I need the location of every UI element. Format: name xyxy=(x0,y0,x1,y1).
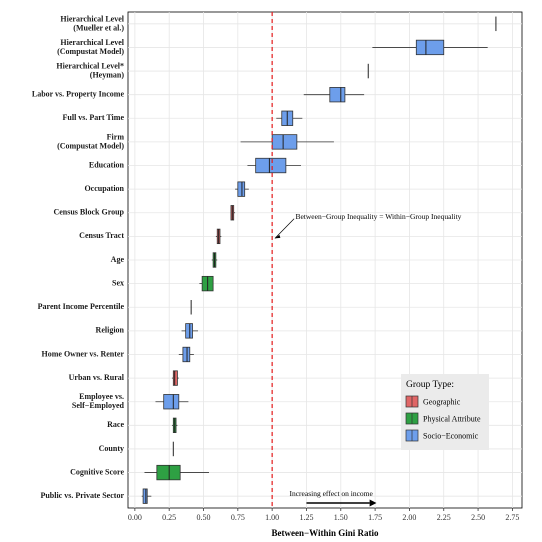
x-tick-label: 1.50 xyxy=(334,513,348,522)
category-label: Parent Income Percentile xyxy=(38,302,125,311)
box-public-vs-private-sector xyxy=(141,488,152,504)
box xyxy=(182,346,191,363)
category-label: Occupation xyxy=(84,184,124,193)
category-label-line: Self−Employed xyxy=(72,401,125,410)
x-tick-label: 1.75 xyxy=(368,513,382,522)
box-employee-vs-self-employed xyxy=(155,394,189,410)
box-urban-vs-rural xyxy=(171,370,179,386)
category-label: Home Owner vs. Renter xyxy=(42,349,125,358)
category-label: Urban vs. Rural xyxy=(69,373,125,382)
legend-title: Group Type: xyxy=(406,380,454,390)
category-label: Firm (Compustat Model) xyxy=(57,132,124,150)
legend-label: Physical Attribute xyxy=(423,415,481,424)
category-label: Public vs. Private Sector xyxy=(40,491,124,500)
box-labor-vs-property-income xyxy=(303,87,365,103)
x-axis-title: Between−Within Gini Ratio xyxy=(272,528,379,538)
x-tick-label: 0.75 xyxy=(231,513,245,522)
category-label-line: Hierarchical Level xyxy=(60,38,124,47)
box xyxy=(163,394,180,410)
grid xyxy=(128,12,522,508)
box xyxy=(255,157,287,174)
category-label-line: (Compustat Model) xyxy=(57,47,124,56)
category-label: Labor vs. Property Income xyxy=(32,89,125,98)
category-label: Sex xyxy=(112,278,124,287)
category-label: Census Tract xyxy=(79,231,124,240)
category-label: Cognitive Score xyxy=(70,467,124,476)
category-label: Employee vs. Self−Employed xyxy=(72,392,125,410)
x-tick-label: 0.00 xyxy=(128,513,142,522)
category-label: Race xyxy=(107,420,124,429)
x-tick-label: 2.75 xyxy=(505,513,519,522)
category-label: County xyxy=(99,444,124,453)
annotation-text-increasing: Increasing effect on income xyxy=(289,489,373,498)
x-tick-label: 0.25 xyxy=(162,513,176,522)
x-tick-label: 0.50 xyxy=(197,513,211,522)
legend-label: Socio−Economic xyxy=(423,432,479,441)
box-home-owner-vs-renter xyxy=(178,346,194,363)
box-age xyxy=(211,252,218,268)
category-label-line: Hierarchical Level* xyxy=(56,62,124,71)
category-label-line: (Compustat Model) xyxy=(57,141,124,150)
legend-label: Geographic xyxy=(423,398,461,407)
category-label: Religion xyxy=(96,326,125,335)
x-tick-label: 2.50 xyxy=(471,513,485,522)
box-education xyxy=(247,157,301,174)
box-census-tract xyxy=(215,228,222,245)
category-label-line: Hierarchical Level xyxy=(60,14,124,23)
legend: Group Type: Geographic Physical Attribute S… xyxy=(401,374,489,450)
category-label: Hierarchical Level* (Heyman) xyxy=(56,62,124,80)
category-label: Age xyxy=(111,255,125,264)
category-label: Hierarchical Level (Compustat Model) xyxy=(57,38,125,56)
category-label: Census Block Group xyxy=(53,208,124,217)
box-sex xyxy=(199,275,214,292)
box xyxy=(172,370,178,386)
category-label: Hierarchical Level (Mueller et al.) xyxy=(60,14,124,32)
box xyxy=(415,39,445,56)
box-full-vs-part-time xyxy=(276,110,303,126)
increasing-arrowhead xyxy=(369,499,377,507)
x-tick-label: 1.25 xyxy=(299,513,313,522)
category-label-line: (Mueller et al.) xyxy=(73,23,124,32)
boxes xyxy=(141,16,497,504)
category-label: Education xyxy=(89,160,125,169)
annotation-text-equality: Between−Group Inequality = Within−Group … xyxy=(295,212,461,221)
box-race xyxy=(171,417,178,433)
category-label-line: Employee vs. xyxy=(79,392,124,401)
category-label-line: (Heyman) xyxy=(90,71,125,80)
box xyxy=(156,464,181,481)
box xyxy=(271,134,298,150)
box-census-block-group xyxy=(230,205,236,221)
box-hierarchical-level-compustat-model- xyxy=(372,39,488,56)
x-axis-ticks: 0.00 0.25 0.50 0.75 1.00 1.25 1.50 1.75 2.00 2.25… xyxy=(128,508,519,522)
annotations: Between−Group Inequality = Within−Group … xyxy=(274,212,462,507)
annotation-pointer xyxy=(274,218,295,239)
box-firm-compustat-model- xyxy=(240,134,334,150)
category-labels: Hierarchical Level (Mueller et al.)Hierar… xyxy=(32,14,125,500)
x-tick-label: 2.00 xyxy=(402,513,416,522)
box xyxy=(142,488,148,504)
x-tick-label: 1.00 xyxy=(265,513,279,522)
box xyxy=(237,181,246,197)
box xyxy=(329,87,346,103)
category-label: Full vs. Part Time xyxy=(63,113,125,122)
x-tick-label: 2.25 xyxy=(437,513,451,522)
box-cognitive-score xyxy=(144,464,209,481)
annotation-pointer-arrowhead xyxy=(274,234,281,239)
category-label-line: Firm xyxy=(107,132,125,141)
box xyxy=(185,323,193,339)
box-occupation xyxy=(235,181,249,197)
box-religion xyxy=(181,323,199,339)
